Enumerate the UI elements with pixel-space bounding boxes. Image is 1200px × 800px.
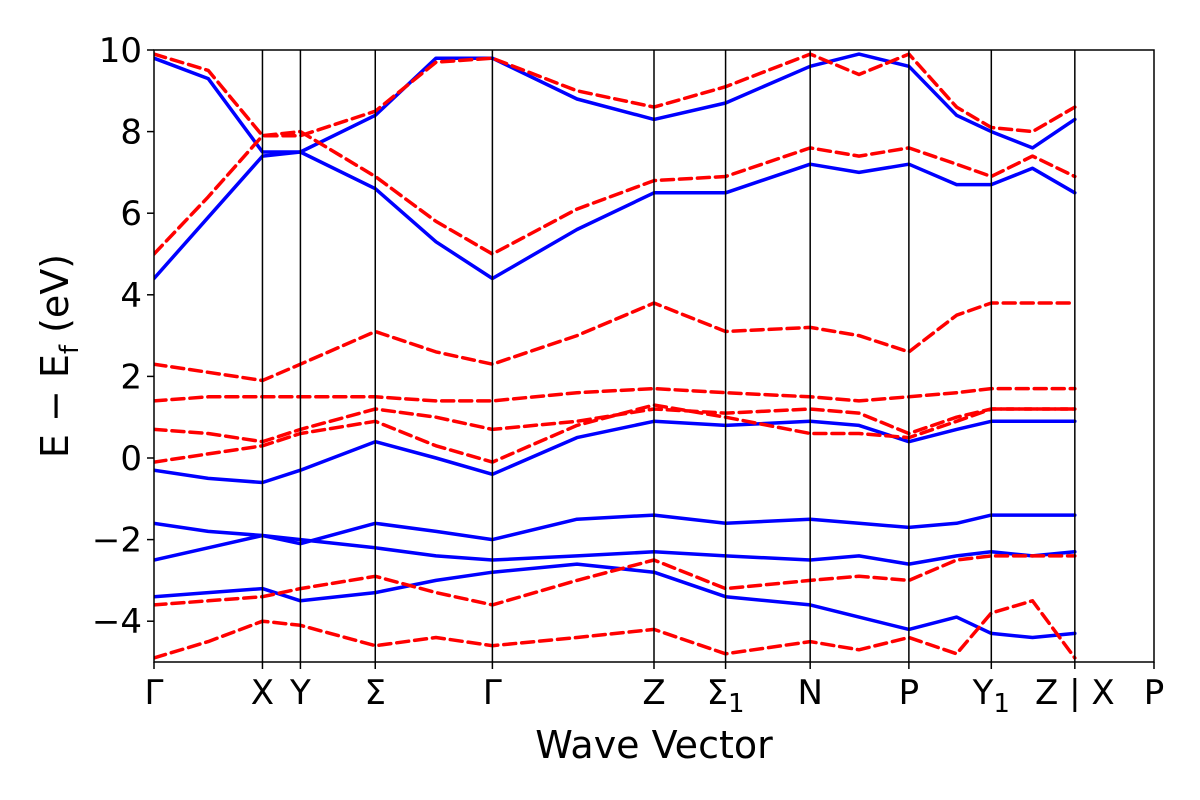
x-tick-label: P xyxy=(1144,673,1165,713)
y-tick-label: 8 xyxy=(120,113,142,153)
y-axis-label-main: E − E xyxy=(33,354,77,458)
x-tick-label: Z xyxy=(642,673,665,713)
kpath-divider-lines xyxy=(261,50,1076,662)
dashed-band-line-4 xyxy=(154,386,1077,403)
x-tick-label: P xyxy=(899,673,920,713)
x-tick-label: X xyxy=(251,673,274,713)
x-tick-label: Y xyxy=(289,673,311,713)
y-tick-label: 0 xyxy=(120,439,142,479)
y-tick-label: −2 xyxy=(92,521,142,561)
y-axis-label-sub: f xyxy=(55,344,85,354)
x-tick-label: Z | X xyxy=(1035,673,1115,713)
x-axis-label: Wave Vector xyxy=(535,723,773,767)
x-tick-label: Σ1 xyxy=(707,673,745,719)
y-axis-ticks: 10 8 6 4 2 0 −2 −4 xyxy=(92,31,154,642)
y-tick-label: 4 xyxy=(120,276,142,316)
x-tick-label: Γ xyxy=(483,673,502,713)
y-tick-label: 2 xyxy=(120,357,142,397)
x-tick-label: Y1 xyxy=(972,673,1010,719)
x-tick-label: Γ xyxy=(145,673,164,713)
y-axis-label: E − Ef (eV) xyxy=(33,254,85,458)
y-tick-label: 10 xyxy=(99,31,142,71)
y-tick-label: −4 xyxy=(92,602,142,642)
x-axis-ticks: Γ X Y Σ Γ Z Σ1 N P Y1 Z | X P xyxy=(145,662,1165,719)
y-axis-label-unit: (eV) xyxy=(33,254,77,345)
y-tick-label: 6 xyxy=(120,194,142,234)
x-tick-label: N xyxy=(797,673,822,713)
x-tick-label: Σ xyxy=(365,673,386,713)
